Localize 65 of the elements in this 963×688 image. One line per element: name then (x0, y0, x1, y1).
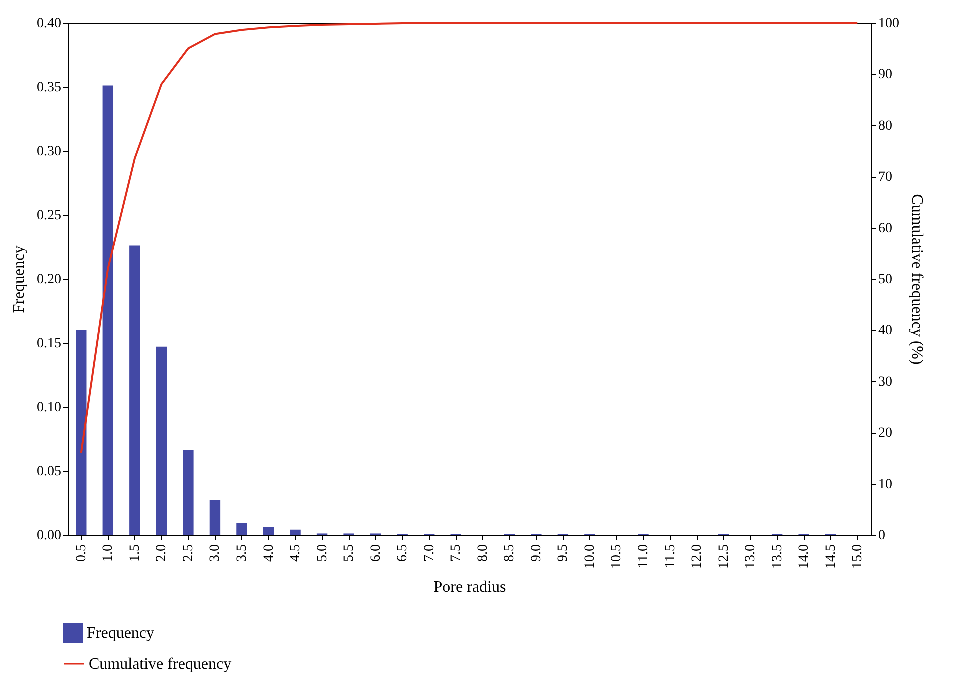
x-tick-label: 10.5 (610, 544, 625, 569)
x-tick-label: 4.5 (288, 544, 304, 562)
x-tick-label: 7.5 (449, 544, 464, 562)
x-tick-label: 1.0 (101, 544, 116, 562)
x-axis-title: Pore radius (434, 579, 506, 596)
x-tick-label: 5.5 (342, 544, 358, 562)
x-tick-label: 12.5 (716, 544, 732, 569)
y2-tick-label: 40 (878, 324, 892, 339)
y2-tick-label: 20 (878, 426, 892, 442)
x-tick-label: 11.0 (636, 544, 652, 568)
y-tick-label: 0.20 (37, 272, 62, 288)
x-tick-label: 8.0 (476, 544, 491, 562)
line-series (80, 22, 859, 454)
y2-tick-label: 100 (878, 16, 900, 32)
y-tick-label: 0.05 (37, 464, 62, 480)
bar (102, 86, 114, 535)
y2-tick-label: 10 (878, 477, 892, 492)
x-tick-label: 12.0 (690, 544, 706, 569)
y-tick-label: 0.35 (37, 80, 62, 96)
y2-tick-label: 70 (878, 170, 892, 186)
legend-label: Frequency (87, 625, 155, 642)
x-tick-label: 3.0 (208, 544, 224, 562)
y-tick-label: 0.10 (37, 400, 62, 416)
y2-tick-label: 30 (878, 374, 892, 390)
x-tick-label: 6.0 (368, 544, 384, 562)
x-tick-label: 7.0 (422, 544, 438, 562)
y-tick-label: 0.25 (37, 208, 62, 224)
x-tick-label: 5.0 (315, 544, 330, 562)
x-tick-label: 14.0 (797, 544, 812, 569)
y2-tick-label: 80 (878, 118, 892, 134)
y2-tick-label: 0 (878, 528, 886, 544)
x-tick-label: 9.5 (556, 544, 572, 562)
x-tick-label: 11.5 (663, 544, 678, 568)
bar (210, 500, 221, 535)
y-tick-label: 0.15 (37, 336, 62, 352)
bar (236, 523, 248, 535)
y2-tick-label: 50 (878, 272, 892, 288)
bar (156, 346, 168, 535)
legend-label: Cumulative frequency (89, 656, 232, 673)
bar (76, 330, 87, 535)
x-tick-label: 6.5 (396, 544, 411, 562)
x-tick-label: 2.0 (154, 544, 170, 562)
x-tick-label: 10.0 (582, 544, 598, 569)
y2-tick-label: 90 (878, 68, 892, 83)
bar (290, 530, 301, 535)
x-tick-label: 15.0 (850, 544, 866, 569)
y-tick-label: 0.30 (37, 144, 62, 160)
x-tick-label: 0.5 (74, 544, 90, 562)
bar (183, 450, 194, 535)
x-tick-label: 3.5 (234, 544, 250, 562)
bar (130, 246, 140, 535)
x-tick-label: 14.5 (824, 544, 839, 569)
y-tick-label: 0.00 (37, 528, 62, 544)
x-tick-label: 9.0 (529, 544, 544, 562)
x-tick-label: 13.0 (744, 544, 759, 569)
y-axis-title: Frequency (11, 246, 28, 314)
y-tick-label: 0.40 (37, 16, 62, 32)
y2-axis-title: Cumulative frequency (%) (908, 194, 926, 365)
x-tick-label: 4.0 (262, 544, 277, 562)
x-tick-label: 1.5 (128, 544, 143, 562)
x-tick-label: 8.5 (502, 544, 518, 562)
bar (263, 527, 274, 535)
x-tick-label: 2.5 (181, 544, 196, 562)
x-tick-label: 13.5 (770, 544, 786, 569)
y2-tick-label: 60 (878, 221, 892, 236)
